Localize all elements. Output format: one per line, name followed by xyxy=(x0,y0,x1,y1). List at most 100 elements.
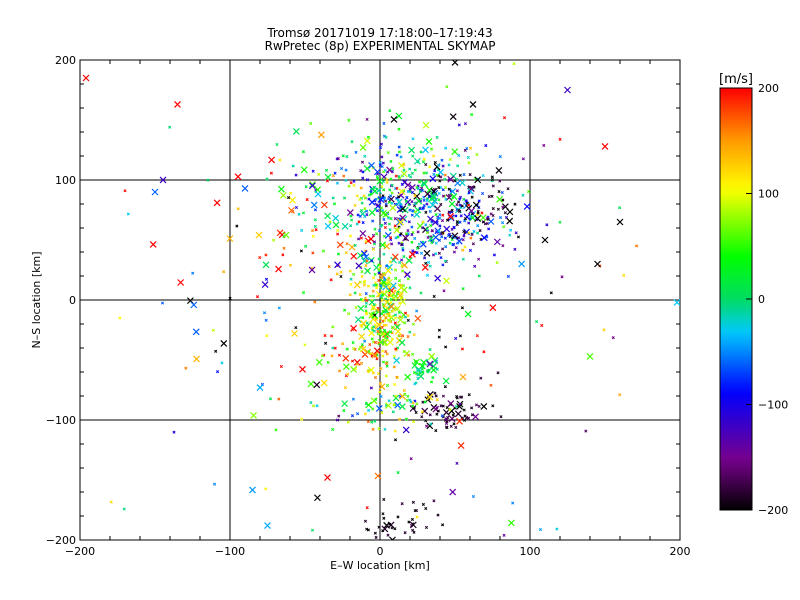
data-point xyxy=(376,372,381,376)
data-point xyxy=(393,316,397,320)
data-point xyxy=(351,397,355,401)
data-point-x xyxy=(379,241,386,249)
data-point xyxy=(413,236,417,241)
data-point-x xyxy=(320,379,328,387)
data-point xyxy=(373,531,377,535)
data-point xyxy=(433,391,437,395)
data-point xyxy=(383,336,387,340)
data-point-x xyxy=(420,179,428,187)
data-point xyxy=(457,200,461,204)
data-point xyxy=(335,272,339,276)
data-point xyxy=(477,257,481,261)
data-point xyxy=(324,341,328,345)
data-point xyxy=(353,367,358,371)
data-point xyxy=(440,219,445,223)
data-point xyxy=(402,388,406,393)
data-point xyxy=(364,240,368,244)
data-point xyxy=(397,127,401,131)
data-point xyxy=(380,411,384,415)
data-point xyxy=(359,169,363,173)
data-point xyxy=(403,311,408,315)
data-point xyxy=(495,261,499,265)
data-point xyxy=(450,208,454,212)
data-point xyxy=(375,286,379,290)
data-point xyxy=(372,329,376,333)
data-point xyxy=(389,315,393,319)
data-point xyxy=(385,306,389,310)
data-point xyxy=(452,250,456,254)
data-point xyxy=(513,247,517,251)
data-point xyxy=(339,270,343,274)
data-point xyxy=(462,229,466,234)
data-point-x xyxy=(262,261,270,269)
data-point xyxy=(378,161,382,165)
data-point xyxy=(191,271,195,275)
data-point xyxy=(403,531,407,535)
data-point xyxy=(402,349,406,354)
data-point xyxy=(384,297,388,301)
data-point xyxy=(420,415,424,419)
data-point xyxy=(354,305,358,309)
data-point-x xyxy=(341,222,349,230)
data-point xyxy=(363,519,367,523)
data-point-x xyxy=(472,413,479,421)
data-point xyxy=(498,154,502,159)
data-point-x xyxy=(350,324,358,332)
data-point xyxy=(311,234,315,238)
data-point xyxy=(460,204,464,208)
data-point xyxy=(369,386,373,390)
data-point xyxy=(467,393,471,397)
data-point xyxy=(475,213,479,217)
data-point xyxy=(489,383,493,387)
data-point-x xyxy=(421,407,429,415)
data-point-x xyxy=(393,357,401,364)
data-point xyxy=(353,243,357,248)
data-point xyxy=(383,278,387,282)
data-point xyxy=(462,234,466,238)
data-point xyxy=(475,152,479,157)
data-point xyxy=(415,402,419,406)
data-point xyxy=(355,194,359,198)
data-point xyxy=(367,193,371,197)
data-point xyxy=(385,300,390,304)
data-point xyxy=(509,228,513,232)
data-point xyxy=(406,277,410,281)
data-point xyxy=(211,328,215,332)
data-point xyxy=(379,394,383,399)
data-point xyxy=(414,508,419,513)
data-point xyxy=(498,179,502,183)
data-point xyxy=(421,206,425,210)
data-point-x xyxy=(431,218,439,226)
data-point xyxy=(423,400,427,404)
x-tick-label: 0 xyxy=(377,545,384,558)
data-point xyxy=(584,429,588,433)
data-point xyxy=(411,231,415,235)
data-point xyxy=(467,221,471,225)
data-point xyxy=(400,258,404,262)
data-point-x xyxy=(384,330,392,338)
data-point xyxy=(435,173,439,177)
data-point xyxy=(438,224,442,228)
data-point xyxy=(400,502,404,506)
data-point xyxy=(421,400,425,404)
data-point xyxy=(538,527,543,532)
data-point xyxy=(362,283,366,287)
data-point xyxy=(444,245,448,249)
data-point xyxy=(387,222,391,226)
data-point xyxy=(371,289,375,293)
data-point-x xyxy=(382,283,390,291)
data-point xyxy=(411,137,415,141)
data-point xyxy=(437,198,441,202)
data-point xyxy=(470,195,474,199)
data-point xyxy=(278,158,282,162)
data-point xyxy=(398,260,402,264)
data-point xyxy=(387,200,391,204)
data-point xyxy=(458,173,462,177)
data-point-x xyxy=(413,157,421,165)
data-point-x xyxy=(350,366,358,373)
data-point xyxy=(321,249,325,253)
data-point xyxy=(444,425,449,429)
data-point xyxy=(416,373,420,377)
data-point xyxy=(618,206,622,210)
